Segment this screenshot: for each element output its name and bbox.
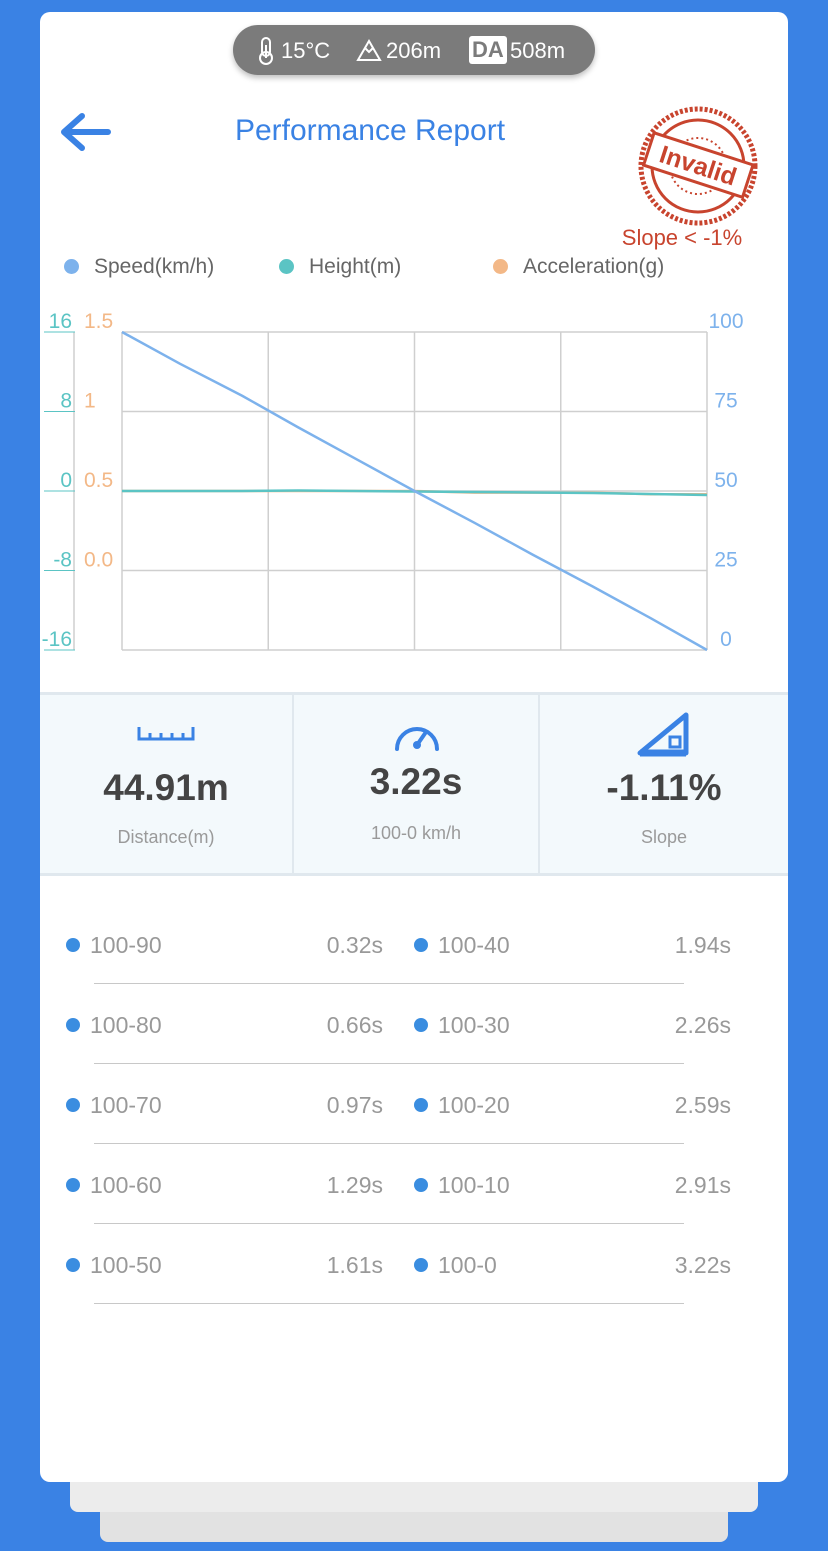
da-badge: DA [469, 36, 507, 64]
split-time: 3.22s [674, 1252, 731, 1278]
stat-label: Distance(m) [117, 827, 215, 847]
split-label: 100-30 [438, 1012, 510, 1038]
split-time: 1.94s [674, 932, 731, 958]
mountain-icon [356, 39, 382, 61]
page-title: Performance Report [234, 114, 506, 147]
altitude: 206m [386, 38, 442, 63]
legend-dot [64, 259, 79, 274]
y3-tick-label: 25 [714, 549, 737, 572]
y-tick-label: 0 [60, 469, 72, 492]
split-label: 100-90 [90, 932, 162, 958]
split-label: 100-50 [90, 1252, 162, 1278]
legend-dot [493, 259, 508, 274]
split-time: 1.61s [326, 1252, 383, 1278]
stat-value: -1.11% [606, 767, 722, 808]
split-time: 2.59s [674, 1092, 731, 1118]
y-tick-label: -8 [53, 549, 72, 572]
y2-tick-label: 1 [84, 390, 96, 413]
y3-tick-label: 50 [714, 469, 737, 492]
split-dot [66, 1018, 80, 1032]
split-time: 1.29s [326, 1172, 383, 1198]
split-dot [414, 938, 428, 952]
split-label: 100-40 [438, 932, 510, 958]
y2-tick-label: 0.0 [84, 549, 113, 572]
chart: 16 8 0 -8 -16 1.5 1 0.5 0.0 100 75 50 25 0 [42, 310, 744, 652]
y3-tick-label: 75 [714, 390, 737, 413]
back-button[interactable] [58, 112, 112, 152]
split-label: 100-10 [438, 1172, 510, 1198]
split-dot [414, 1098, 428, 1112]
split-time: 2.26s [674, 1012, 731, 1038]
legend-dot [279, 259, 294, 274]
stat-tile: 3.22s 100-0 km/h [294, 695, 540, 873]
stat-label: Slope [640, 827, 688, 847]
split-dot [414, 1178, 428, 1192]
split-time: 0.97s [326, 1092, 383, 1118]
stat-label: 100-0 km/h [370, 823, 462, 843]
stamp-note: Slope < -1% [621, 225, 743, 250]
split-label: 100-70 [90, 1092, 162, 1118]
stat-value: 3.22s [369, 761, 463, 802]
row-separator [94, 983, 684, 984]
row-separator [94, 1303, 684, 1304]
split-dot [414, 1018, 428, 1032]
ruler-icon [137, 727, 195, 741]
y3-tick-label: 100 [708, 310, 743, 333]
split-label: 100-0 [438, 1252, 497, 1278]
slope-icon [637, 712, 689, 757]
temperature: 15°C [281, 38, 331, 63]
split-time: 0.66s [326, 1012, 383, 1038]
y2-tick-label: 0.5 [84, 469, 113, 492]
split-dot [66, 1258, 80, 1272]
legend-label: Acceleration(g) [523, 255, 665, 278]
split-dot [66, 1098, 80, 1112]
y3-tick-label: 0 [720, 628, 732, 651]
row-separator [94, 1063, 684, 1064]
conditions-pill: 15°C 206m DA 508m [233, 25, 595, 75]
series-line [121, 330, 708, 652]
split-dot [414, 1258, 428, 1272]
stats-panel: 44.91m Distance(m) 3.22s 100-0 km/h -1.1… [40, 692, 788, 876]
y-tick-label: -16 [42, 628, 72, 651]
row-separator [94, 1223, 684, 1224]
stat-tile: -1.11% Slope [540, 695, 788, 873]
stat-value: 44.91m [103, 767, 229, 808]
split-time: 0.32s [326, 932, 383, 958]
split-dot [66, 938, 80, 952]
y-tick-label: 8 [60, 390, 72, 413]
split-label: 100-20 [438, 1092, 510, 1118]
density-altitude: 508m [510, 38, 566, 63]
invalid-stamp: Invalid [638, 106, 758, 226]
split-label: 100-60 [90, 1172, 162, 1198]
thermometer-icon [259, 37, 273, 65]
row-separator [94, 1143, 684, 1144]
y-tick-label: 16 [49, 310, 72, 333]
legend-label: Height(m) [309, 255, 402, 278]
y2-tick-label: 1.5 [84, 310, 113, 333]
gauge-icon [395, 727, 439, 751]
legend-label: Speed(km/h) [94, 255, 215, 278]
stat-tile: 44.91m Distance(m) [40, 695, 294, 873]
split-time: 2.91s [674, 1172, 731, 1198]
split-dot [66, 1178, 80, 1192]
split-label: 100-80 [90, 1012, 162, 1038]
